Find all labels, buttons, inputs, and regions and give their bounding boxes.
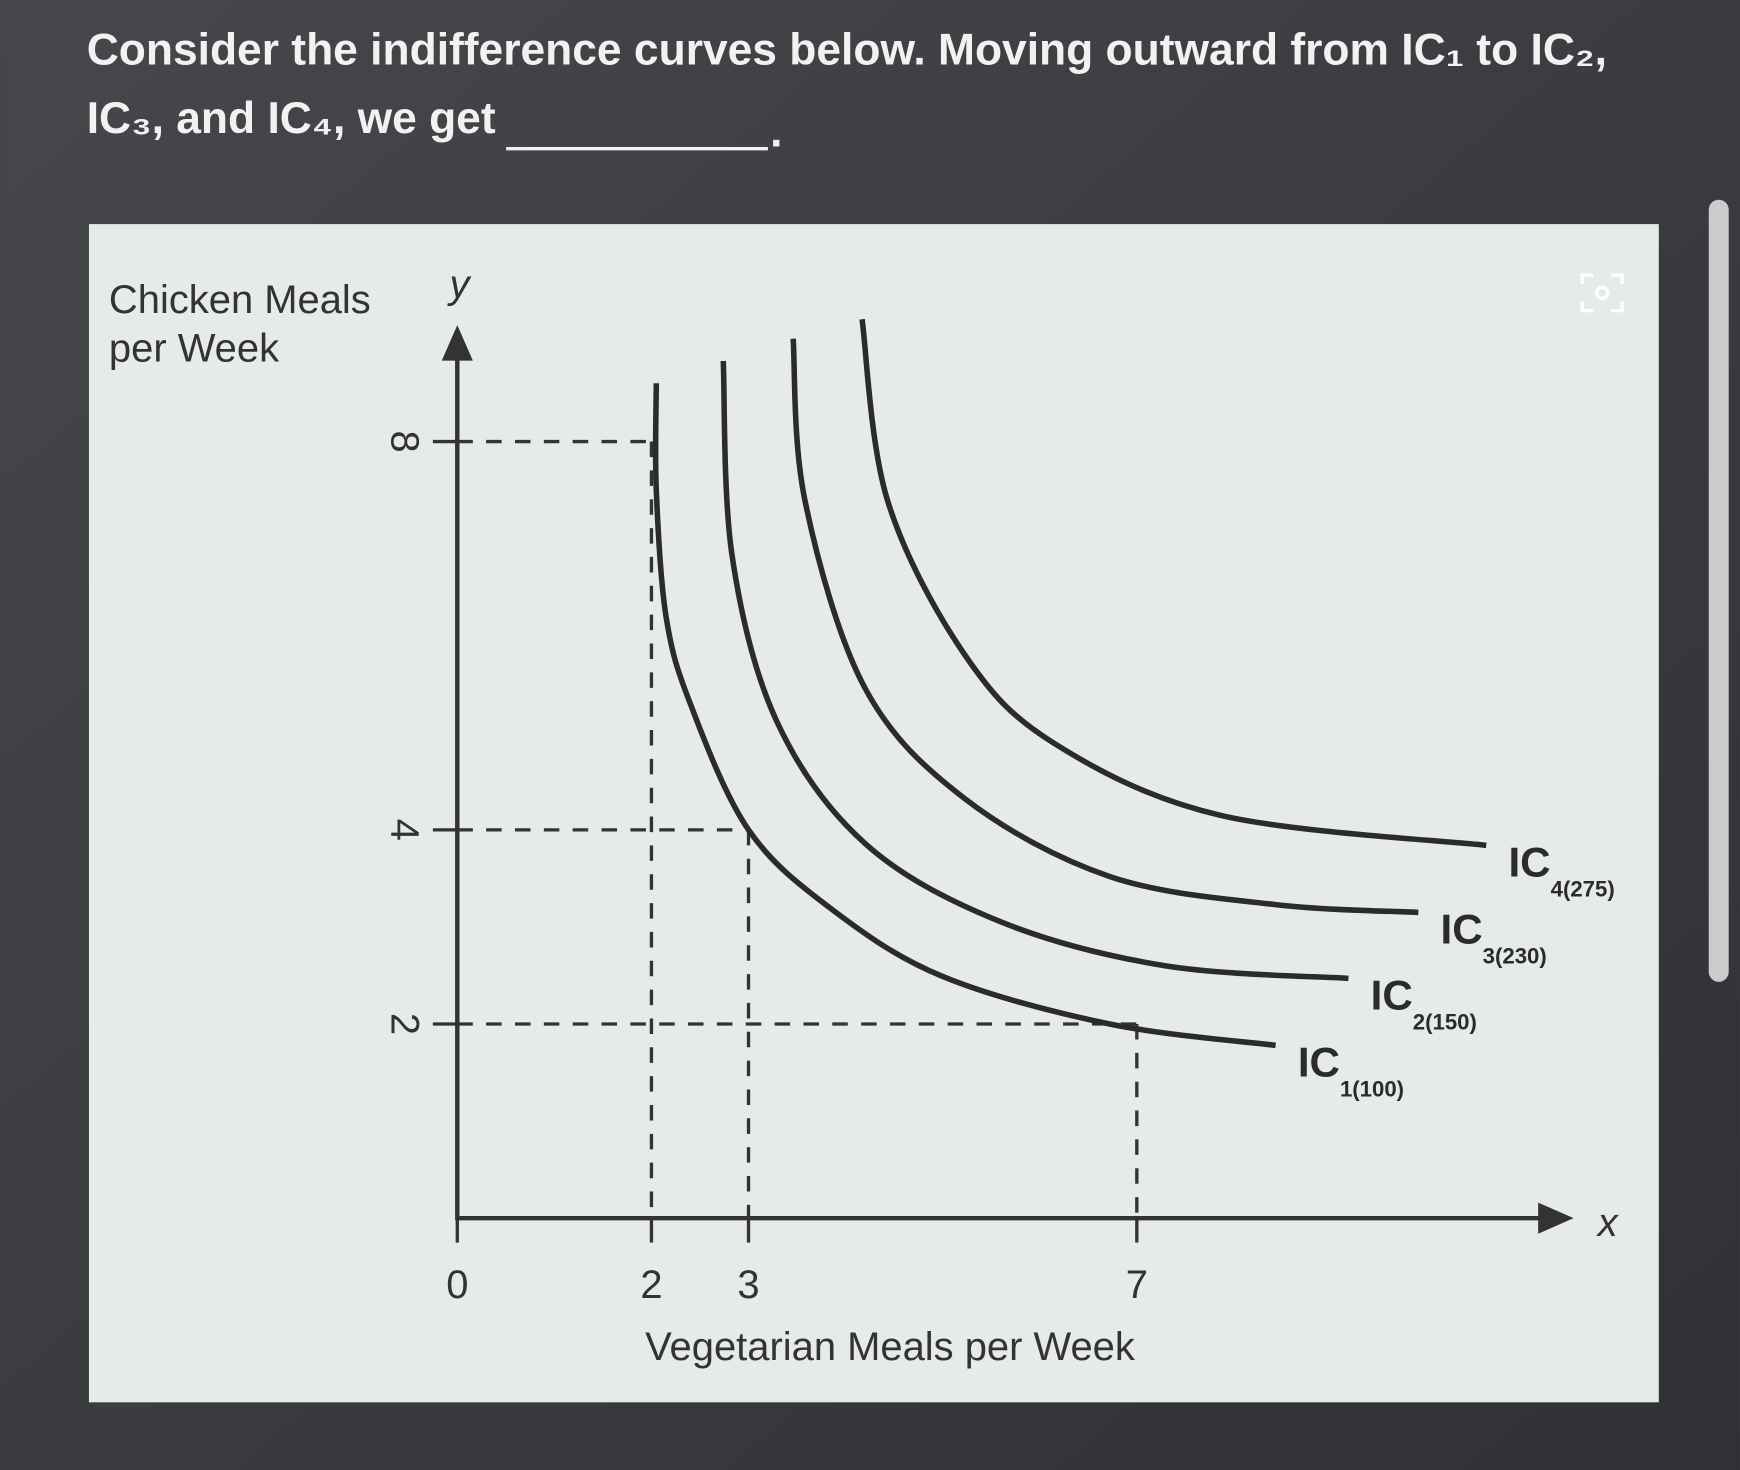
x-tick-label: 7 (1126, 1263, 1148, 1307)
curve-subscript: 4(275) (1551, 876, 1615, 901)
curve-name: IC (1371, 971, 1413, 1018)
indifference-curve (652, 383, 1276, 1049)
curve-subscript: 1(100) (1340, 1076, 1404, 1101)
plot: Chicken Meals per Week Vegetarian Meals pe… (109, 262, 1620, 1369)
curve-name: IC (1441, 905, 1483, 952)
question-line: IC₃, and IC₄, we get (87, 94, 496, 143)
y-axis-label: Chicken Meals (109, 278, 371, 322)
curve-subscript: 3(230) (1483, 943, 1547, 968)
question-end: . (770, 107, 782, 156)
x-axis-letter: x (1596, 1201, 1620, 1245)
axis-arrow (441, 325, 473, 361)
y-axis-label: per Week (109, 327, 280, 371)
zoom-icon[interactable] (1580, 273, 1624, 313)
curve-name: IC (1508, 838, 1550, 885)
curve-label: IC2(150) (1371, 971, 1477, 1034)
chart-panel (88, 224, 1659, 1403)
x-axis-label: Vegetarian Meals per Week (645, 1325, 1136, 1369)
indifference-curve (859, 318, 1487, 849)
y-tick-label: 8 (382, 430, 426, 452)
indifference-curve (790, 338, 1419, 916)
y-tick-label: 2 (382, 1013, 426, 1035)
x-tick-label: 0 (446, 1263, 468, 1307)
curve-label: IC4(275) (1508, 838, 1614, 901)
x-tick-label: 2 (640, 1263, 662, 1307)
scrollbar[interactable] (1708, 199, 1729, 982)
curve-subscript: 2(150) (1413, 1009, 1477, 1034)
axis-arrow (1538, 1202, 1574, 1234)
y-axis-letter: y (447, 262, 472, 306)
question-line: Consider the indifference curves below. … (87, 25, 1607, 74)
indifference-curve (720, 360, 1349, 982)
x-tick-label: 3 (737, 1263, 759, 1307)
curve-label: IC1(100) (1298, 1038, 1404, 1101)
curve-label: IC3(230) (1441, 905, 1547, 968)
y-tick-label: 4 (382, 819, 426, 841)
curve-name: IC (1298, 1038, 1340, 1085)
